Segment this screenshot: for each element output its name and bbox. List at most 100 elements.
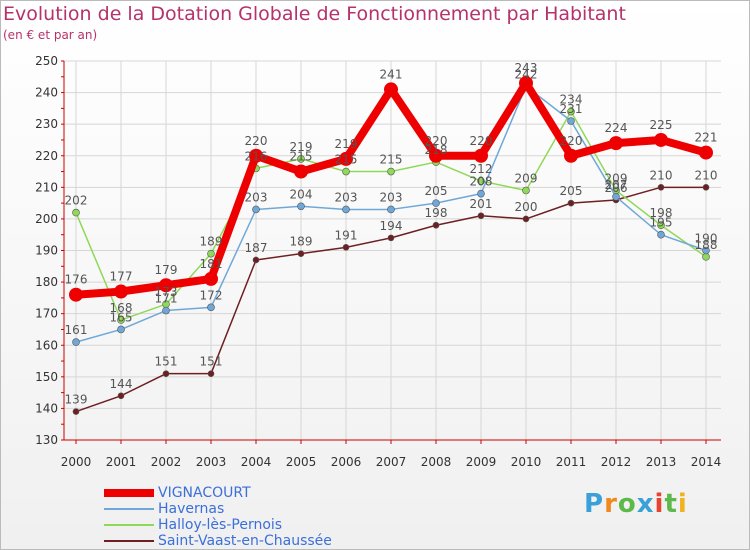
y-tick-label: 240 [35,86,58,100]
data-label-havernas: 171 [155,292,178,306]
data-label-havernas: 203 [335,190,358,204]
data-label-halloy-l-s-pernois: 234 [560,93,583,107]
data-label-havernas: 204 [290,187,313,201]
y-tick-label: 160 [35,338,58,352]
data-point-halloy-l-s-pernois [342,167,350,176]
y-tick-label: 230 [35,117,58,131]
data-point-havernas [432,199,440,207]
data-point-vignacourt [474,148,488,163]
data-point-havernas [702,246,710,255]
data-point-havernas [342,205,350,214]
data-label-vignacourt: 215 [290,150,313,164]
x-tick-label: 2006 [331,455,362,469]
data-point-vignacourt [159,278,173,293]
data-point-havernas [252,205,260,214]
x-tick-label: 2010 [511,455,542,469]
data-label-havernas: 165 [110,310,133,324]
y-tick-label: 150 [35,370,58,384]
legend-label: Halloy-lès-Pernois [158,517,283,533]
y-tick-label: 140 [35,401,58,415]
y-tick-label: 250 [35,54,58,68]
data-point-halloy-l-s-pernois [207,249,215,258]
data-point-havernas [297,202,305,211]
data-point-halloy-l-s-pernois [72,208,80,217]
data-point-vignacourt [699,145,713,160]
data-label-havernas: 242 [515,67,538,81]
data-point-saint-vaast-en-chauss-e [522,215,530,223]
data-point-saint-vaast-en-chauss-e [207,370,215,377]
data-label-halloy-l-s-pernois: 202 [65,194,88,208]
data-point-havernas [207,303,215,312]
data-point-halloy-l-s-pernois [387,167,395,176]
data-point-halloy-l-s-pernois [522,186,530,195]
legend-item-havernas: Havernas [104,501,224,517]
data-point-halloy-l-s-pernois [297,155,305,163]
x-tick-label: 2012 [601,455,632,469]
data-label-vignacourt: 179 [155,263,178,277]
data-point-halloy-l-s-pernois [702,253,710,261]
data-label-saint-vaast-en-chauss-e: 144 [110,377,133,391]
data-label-halloy-l-s-pernois: 212 [470,162,493,176]
x-tick-label: 2002 [151,455,182,469]
data-label-havernas: 205 [425,184,448,198]
data-point-havernas [612,193,620,201]
x-tick-label: 2000 [61,455,92,469]
data-label-vignacourt: 224 [605,121,628,135]
y-tick-label: 220 [35,149,58,163]
x-tick-label: 2007 [376,455,407,469]
x-tick-label: 2001 [106,455,137,469]
x-tick-label: 2008 [421,455,452,469]
data-point-halloy-l-s-pernois [117,316,125,324]
data-label-vignacourt: 220 [425,134,448,148]
data-point-vignacourt [609,136,623,151]
data-point-havernas [567,117,575,125]
data-point-vignacourt [204,271,218,286]
data-point-havernas [657,230,665,239]
data-point-saint-vaast-en-chauss-e [432,221,440,229]
data-point-vignacourt [339,151,353,166]
data-point-saint-vaast-en-chauss-e [387,234,395,242]
y-tick-label: 130 [35,433,58,447]
data-label-saint-vaast-en-chauss-e: 206 [605,181,628,195]
legend-swatch [104,508,154,510]
x-tick-label: 2014 [691,455,722,469]
data-label-vignacourt: 241 [380,67,403,81]
legend-item-saint-vaast-en-chauss-e: Saint-Vaast-en-Chaussée [104,533,332,549]
data-label-saint-vaast-en-chauss-e: 151 [155,355,178,369]
data-point-vignacourt [294,164,308,179]
data-label-vignacourt: 177 [110,270,133,284]
data-label-havernas: 208 [470,175,493,189]
data-point-havernas [117,325,125,334]
data-point-saint-vaast-en-chauss-e [162,370,170,377]
data-point-saint-vaast-en-chauss-e [657,184,665,191]
data-point-saint-vaast-en-chauss-e [297,250,305,257]
data-label-havernas: 190 [695,232,718,246]
legend-item-halloy-l-s-pernois: Halloy-lès-Pernois [104,517,282,533]
data-point-vignacourt [429,148,443,163]
data-point-havernas [477,189,485,198]
data-label-vignacourt: 220 [245,134,268,148]
data-label-havernas: 161 [65,323,88,337]
data-label-halloy-l-s-pernois: 218 [425,143,448,157]
data-label-havernas: 172 [200,288,223,302]
data-point-halloy-l-s-pernois [477,177,485,185]
data-point-vignacourt [384,82,398,97]
data-label-halloy-l-s-pernois: 209 [515,171,538,185]
data-label-halloy-l-s-pernois: 209 [605,171,628,185]
data-label-saint-vaast-en-chauss-e: 198 [425,206,448,220]
data-label-saint-vaast-en-chauss-e: 194 [380,219,403,233]
chart-title: Evolution de la Dotation Globale de Fonc… [3,3,626,25]
legend-item-vignacourt: VIGNACOURT [104,485,251,501]
data-label-saint-vaast-en-chauss-e: 201 [470,197,493,211]
data-point-saint-vaast-en-chauss-e [72,408,80,415]
data-point-saint-vaast-en-chauss-e [252,256,260,264]
data-label-halloy-l-s-pernois: 198 [650,206,673,220]
data-label-halloy-l-s-pernois: 215 [380,153,403,167]
data-label-halloy-l-s-pernois: 189 [200,235,223,249]
data-label-saint-vaast-en-chauss-e: 205 [560,184,583,198]
data-label-halloy-l-s-pernois: 215 [335,153,358,167]
data-label-halloy-l-s-pernois: 168 [110,301,133,315]
data-point-vignacourt [564,148,578,163]
